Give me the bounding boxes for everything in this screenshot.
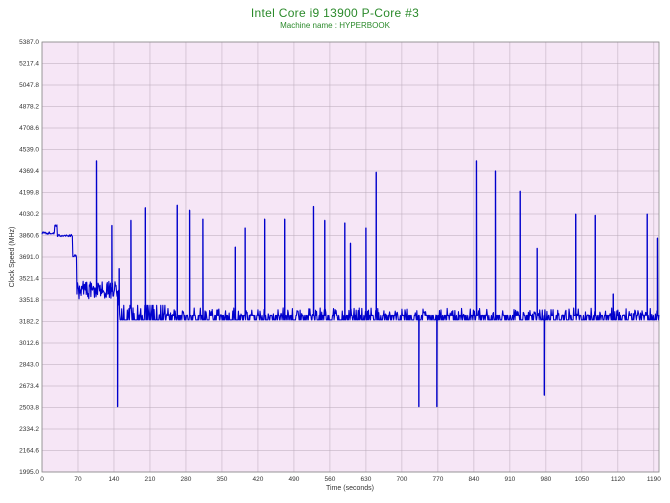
y-tick-label: 2334.2 xyxy=(19,426,39,433)
x-tick-label: 210 xyxy=(145,476,156,483)
y-axis-ticks: 1995.0 2164.6 2334.2 2503.8 2673.4 2843.0 3012… xyxy=(19,39,39,476)
x-tick-label: 0 xyxy=(40,476,44,483)
x-axis-ticks: 0 70 140 210 280 350 420 490 560 630 700 770 840 910 9… xyxy=(40,476,661,483)
y-tick-label: 4539.0 xyxy=(19,147,39,154)
y-tick-label: 3012.6 xyxy=(19,340,39,347)
plot-border xyxy=(41,41,660,473)
x-tick-label: 490 xyxy=(289,476,300,483)
y-axis-label: Clock Speed (MHz) xyxy=(9,227,16,288)
y-tick-label: 4369.4 xyxy=(19,168,39,175)
y-tick-label: 2164.6 xyxy=(19,448,39,455)
y-tick-label: 4708.6 xyxy=(19,125,39,132)
x-tick-label: 140 xyxy=(109,476,120,483)
x-tick-label: 560 xyxy=(325,476,336,483)
x-axis-label: Time (seconds) xyxy=(326,485,374,492)
y-tick-label: 5217.4 xyxy=(19,61,39,68)
x-tick-label: 280 xyxy=(181,476,192,483)
x-tick-label: 840 xyxy=(468,476,479,483)
x-tick-label: 350 xyxy=(217,476,228,483)
chart-title: Intel Core i9 13900 P-Core #3 xyxy=(250,6,420,20)
x-tick-label: 1120 xyxy=(611,476,625,483)
y-tick-label: 1995.0 xyxy=(19,469,39,476)
x-tick-label: 700 xyxy=(396,476,407,483)
y-tick-label: 3182.2 xyxy=(19,319,39,326)
y-tick-label: 3351.8 xyxy=(19,297,39,304)
x-tick-label: 910 xyxy=(504,476,515,483)
x-tick-label: 1050 xyxy=(575,476,590,483)
y-tick-label: 3521.4 xyxy=(19,276,39,283)
y-tick-label: 5387.0 xyxy=(19,39,39,46)
y-tick-label: 2673.4 xyxy=(19,383,39,390)
y-tick-label: 3691.0 xyxy=(19,254,39,261)
x-tick-label: 980 xyxy=(540,476,551,483)
x-tick-label: 770 xyxy=(432,476,443,483)
y-tick-label: 2503.8 xyxy=(19,405,39,412)
chart-subtitle: Machine name : HYPERBOOK xyxy=(280,21,390,30)
x-tick-label: 420 xyxy=(253,476,264,483)
x-tick-label: 70 xyxy=(74,476,82,483)
x-tick-label: 630 xyxy=(360,476,371,483)
y-tick-label: 4030.2 xyxy=(19,211,39,218)
y-tick-label: 4199.8 xyxy=(19,190,39,197)
series-layer xyxy=(41,160,660,408)
series-line xyxy=(41,160,660,408)
y-tick-label: 5047.8 xyxy=(19,82,39,89)
y-tick-label: 2843.0 xyxy=(19,362,39,369)
x-tick-label: 1190 xyxy=(647,476,661,483)
y-tick-label: 3860.6 xyxy=(19,233,39,240)
y-tick-label: 4878.2 xyxy=(19,104,39,111)
